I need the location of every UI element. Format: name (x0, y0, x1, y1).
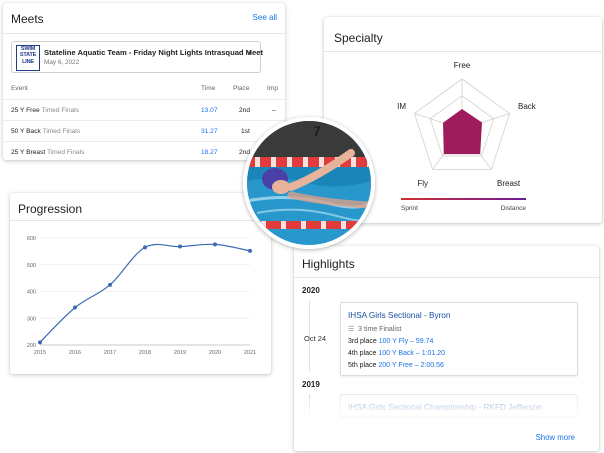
col-place: Place (233, 85, 250, 92)
radar-grid-ring (429, 95, 495, 157)
result-link[interactable]: 100 Y Back – 1:01.20 (378, 350, 446, 357)
x-tick-label: 2021 (244, 350, 256, 356)
timeline-year: 2020 (302, 286, 320, 295)
y-tick-label: 600 (27, 236, 36, 242)
x-tick-label: 2019 (174, 350, 186, 356)
data-point[interactable] (38, 340, 42, 345)
event-name: 25 Y Breast (11, 149, 46, 156)
x-tick-label: 2015 (34, 350, 46, 356)
y-tick-label: 400 (27, 290, 36, 296)
progression-title: Progression (18, 202, 83, 216)
progression-line (39, 243, 251, 343)
data-point[interactable] (108, 282, 112, 287)
data-point[interactable] (213, 242, 217, 247)
scale-label-sprint: Sprint (401, 205, 418, 212)
x-tick-label: 2016 (69, 350, 81, 356)
table-row[interactable]: 50 Y Back Timed Finals 31.27 1st (3, 120, 285, 142)
highlight-result: 4th place 100 Y Back – 1:01.20 (348, 350, 446, 357)
see-all-link[interactable]: See all (252, 13, 277, 22)
highlight-title[interactable]: IHSA Girls Sectional - Byron (348, 311, 451, 320)
highlights-title: Highlights (302, 257, 355, 271)
show-more-link[interactable]: Show more (535, 433, 575, 442)
highlight-entry[interactable]: IHSA Girls Sectional - Byron ☰ 3 time Fi… (340, 302, 578, 376)
y-tick-label: 200 (27, 343, 36, 349)
col-time: Time (201, 85, 216, 92)
event-name: 50 Y Back (11, 128, 41, 135)
x-tick-label: 2020 (209, 350, 221, 356)
table-row[interactable]: 25 Y Free Timed Finals 13.07 2nd – (3, 99, 285, 121)
x-tick-label: 2018 (139, 350, 151, 356)
scale-label-distance: Distance (501, 205, 527, 212)
highlight-result: 3rd place 100 Y Fly – 59.74 (348, 338, 434, 345)
event-name: 25 Y Free (11, 107, 40, 114)
axis-label-free: Free (454, 61, 471, 70)
axis-label-fly: Fly (417, 179, 428, 188)
highlights-divider (294, 277, 599, 278)
col-event: Event (11, 85, 28, 92)
fade-overlay (294, 396, 599, 416)
team-logo: SWIM STATE LINE (16, 45, 40, 71)
event-place: 2nd (239, 107, 251, 114)
axis-label-im: IM (397, 102, 406, 111)
svg-text:7: 7 (313, 123, 321, 139)
timeline-year: 2019 (302, 380, 320, 389)
radar-grid-ring (413, 78, 511, 170)
chevron-down-icon: ▼ (247, 51, 253, 57)
progression-card: Progression 200 300 400 500 600 2015 2016 2017 2… (10, 193, 271, 374)
progression-divider (10, 220, 271, 221)
meets-card: Meets See all SWIM STATE LINE Stateline Aq… (3, 3, 285, 160)
y-tick-label: 500 (27, 263, 36, 269)
table-row[interactable]: 25 Y Breast Timed Finals 18.27 2nd (3, 141, 285, 160)
event-type: Timed Finals (41, 107, 79, 114)
data-point[interactable] (178, 244, 182, 249)
x-tick-label: 2017 (104, 350, 116, 356)
specialty-radar: Free Back Breast Fly IM Sprint Distance (397, 61, 537, 212)
col-imp: Imp (267, 85, 278, 92)
progression-chart: 200 300 400 500 600 2015 2016 2017 2018 2019 2020 2… (27, 236, 256, 356)
event-type: Timed Finals (42, 128, 81, 135)
highlights-card: Highlights 2020 Oct 24 IHSA Girls Sectio… (294, 246, 599, 451)
result-link[interactable]: 100 Y Fly – 59.74 (378, 338, 434, 345)
axis-label-back: Back (518, 102, 537, 111)
swimmer-image: 7 (247, 121, 371, 245)
y-tick-label: 300 (27, 316, 36, 322)
timeline-date: Oct 24 (304, 334, 327, 343)
data-point[interactable] (73, 305, 77, 310)
event-place: 1st (241, 128, 250, 135)
timeline-line (309, 300, 310, 372)
data-point[interactable] (248, 248, 252, 253)
swimmer-photo: 7 (243, 117, 375, 249)
result-link[interactable]: 200 Y Free – 2:00.56 (378, 362, 444, 369)
event-place: 2nd (239, 149, 251, 156)
specialty-shape (443, 109, 482, 155)
meet-date: May 6, 2022 (44, 59, 80, 66)
sprint-distance-scale (401, 198, 526, 200)
list-icon: ☰ (348, 326, 355, 333)
event-type: Timed Finals (46, 149, 85, 156)
meet-name: Stateline Aquatic Team - Friday Night Li… (44, 48, 263, 57)
event-time[interactable]: 31.27 (201, 128, 218, 135)
meets-divider (3, 33, 285, 34)
axis-label-breast: Breast (497, 179, 521, 188)
data-point[interactable] (143, 245, 147, 250)
meets-title: Meets (11, 12, 44, 26)
specialty-title: Specialty (334, 31, 383, 45)
highlight-meta: ☰ 3 time Finalist (348, 326, 402, 333)
highlight-result: 5th place 200 Y Free – 2:00.56 (348, 362, 444, 369)
event-time[interactable]: 13.07 (201, 107, 218, 114)
meet-select[interactable]: SWIM STATE LINE Stateline Aquatic Team - F… (11, 41, 263, 73)
event-improvement: – (272, 107, 276, 114)
event-time[interactable]: 18.27 (201, 149, 218, 156)
specialty-divider (324, 51, 602, 52)
